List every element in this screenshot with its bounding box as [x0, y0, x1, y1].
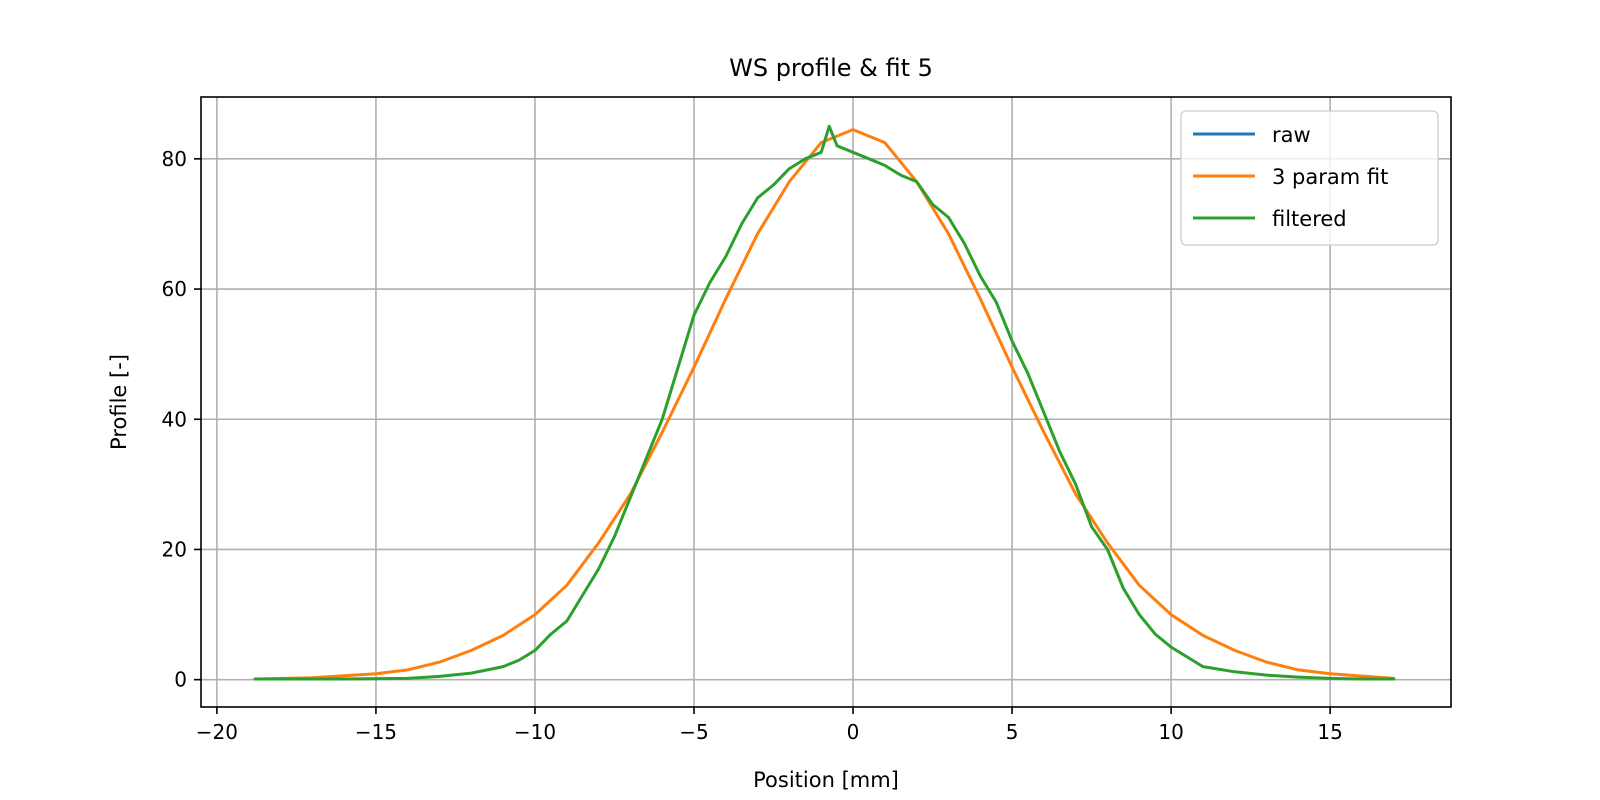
- series-line-fit: [253, 128, 1396, 681]
- series-line-filtered: [253, 124, 1396, 681]
- x-axis-ticks: −20 −15 −10 −5 0 5 10 15: [196, 707, 1343, 744]
- legend-label-fit: 3 param fit: [1272, 165, 1388, 189]
- legend-frame: [1180, 110, 1439, 246]
- x-tick-label: −15: [355, 720, 397, 744]
- axes-frame: [200, 96, 1452, 708]
- legend: raw 3 param fit filtered: [1180, 110, 1439, 246]
- x-axis-label: Position [mm]: [753, 768, 899, 792]
- y-axis-label: Profile [-]: [107, 354, 131, 450]
- y-tick-label: 0: [174, 668, 187, 692]
- y-tick-label: 40: [162, 407, 187, 431]
- x-tick-label: −10: [514, 720, 556, 744]
- grid: [201, 97, 1451, 707]
- x-tick-label: 10: [1158, 720, 1183, 744]
- y-tick-label: 20: [162, 537, 187, 561]
- legend-label-filtered: filtered: [1272, 207, 1347, 231]
- y-tick-label: 80: [162, 147, 187, 171]
- x-tick-label: 15: [1317, 720, 1342, 744]
- series-layer: [253, 124, 1396, 681]
- y-axis-ticks: 0 20 40 60 80: [162, 147, 201, 692]
- chart-title: WS profile & fit 5: [729, 54, 933, 82]
- legend-label-raw: raw: [1272, 123, 1311, 147]
- y-tick-label: 60: [162, 277, 187, 301]
- x-tick-label: −5: [679, 720, 708, 744]
- x-tick-label: 5: [1006, 720, 1019, 744]
- x-tick-label: 0: [847, 720, 860, 744]
- x-tick-label: −20: [196, 720, 238, 744]
